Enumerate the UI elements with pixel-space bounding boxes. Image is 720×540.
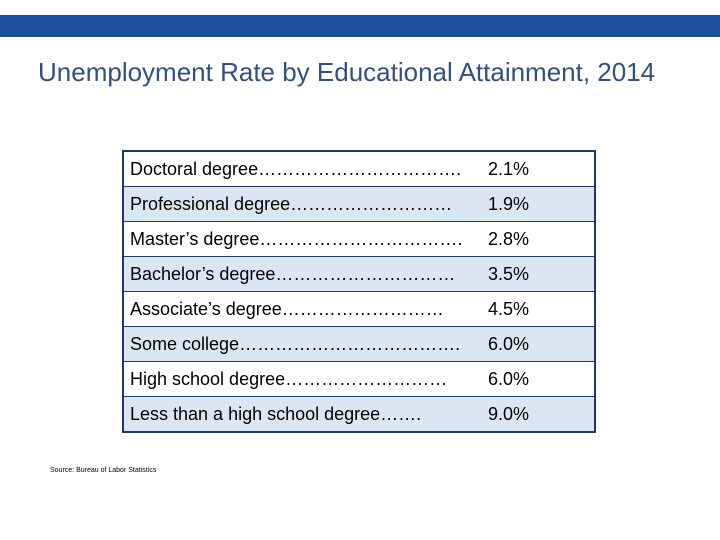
table: Doctoral degree……………………………. 2.1% Professio… xyxy=(122,150,596,433)
table-row: Bachelor’s degree………………………… 3.5% xyxy=(123,256,595,292)
row-value: 6.0% xyxy=(488,326,595,362)
title: Unemployment Rate by Educational Attainm… xyxy=(38,57,656,87)
table-row: High school degree……………………… 6.0% xyxy=(123,361,595,397)
row-value: 9.0% xyxy=(488,396,595,432)
row-label: Associate’s degree……………………… xyxy=(123,291,488,327)
row-value: 3.5% xyxy=(488,256,595,292)
table-row: Professional degree……………………… 1.9% xyxy=(123,186,595,222)
row-label: Bachelor’s degree………………………… xyxy=(123,256,488,292)
row-label: High school degree……………………… xyxy=(123,361,488,397)
row-label: Doctoral degree……………………………. xyxy=(123,150,488,187)
table-row: Less than a high school degree……. 9.0% xyxy=(123,396,595,432)
row-value: 2.8% xyxy=(488,221,595,257)
row-value: 6.0% xyxy=(488,361,595,397)
table-row: Doctoral degree……………………………. 2.1% xyxy=(123,150,595,187)
table-row: Some college………………………………. 6.0% xyxy=(123,326,595,362)
row-value: 2.1% xyxy=(488,150,595,187)
row-label: Master’s degree……………………………. xyxy=(123,221,488,257)
row-value: 4.5% xyxy=(488,291,595,327)
row-label: Less than a high school degree……. xyxy=(123,396,488,432)
table-row: Associate’s degree……………………… 4.5% xyxy=(123,291,595,327)
row-label: Professional degree……………………… xyxy=(123,186,488,222)
row-value: 1.9% xyxy=(488,186,595,222)
header-bar xyxy=(0,15,720,37)
table-row: Master’s degree……………………………. 2.8% xyxy=(123,221,595,257)
source-note: Source: Bureau of Labor Statistics xyxy=(50,467,157,474)
row-label: Some college………………………………. xyxy=(123,326,488,362)
